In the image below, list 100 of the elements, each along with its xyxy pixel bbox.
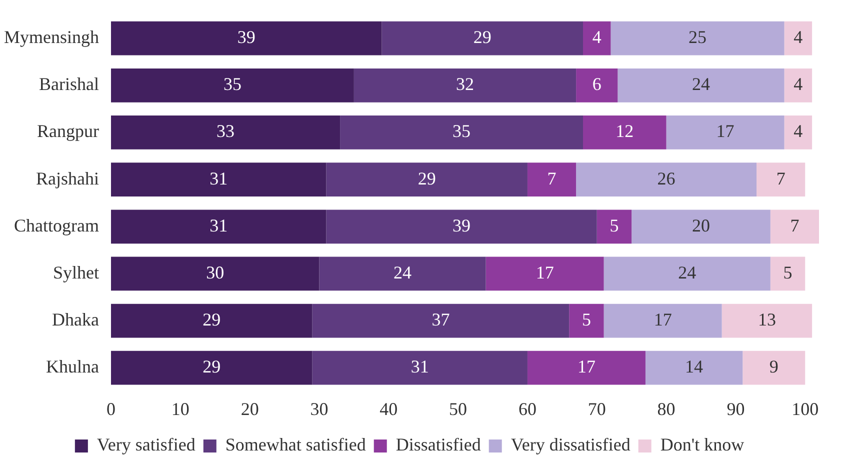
bar: [604, 256, 770, 291]
bar: [312, 304, 570, 338]
bar: [742, 350, 806, 385]
bar: [604, 304, 722, 338]
bar: [111, 210, 326, 244]
bar: [784, 21, 812, 56]
x-tick-label: 90: [726, 398, 745, 419]
data-label: 4: [592, 27, 602, 48]
bar: [610, 21, 784, 56]
x-tick-label: 50: [449, 398, 468, 419]
x-tick-label: 80: [657, 398, 676, 419]
bar: [340, 116, 583, 150]
data-label: 30: [206, 262, 224, 282]
data-label: 6: [592, 74, 602, 94]
y-tick-label: Rangpur: [37, 121, 99, 142]
data-label: 5: [783, 262, 792, 282]
data-label: 12: [616, 121, 634, 142]
bar: [770, 256, 806, 291]
data-label: 24: [692, 74, 710, 94]
data-label: 35: [452, 121, 471, 142]
y-tick-label: Dhaka: [52, 310, 100, 330]
bar: [722, 304, 812, 338]
bar: [583, 116, 666, 150]
x-tick-label: 100: [792, 398, 819, 419]
bar: [111, 21, 382, 56]
data-label: 13: [758, 310, 776, 330]
bar: [618, 68, 784, 102]
bar: [111, 116, 340, 150]
legend-label: Somewhat satisfied: [225, 434, 366, 455]
data-label: 14: [685, 356, 704, 377]
bar: [576, 162, 757, 197]
y-tick-label: Sylhet: [52, 262, 99, 282]
legend-label: Dissatisfied: [396, 434, 481, 455]
data-label: 9: [769, 356, 778, 377]
data-label: 33: [216, 121, 235, 142]
x-tick-label: 20: [240, 398, 259, 419]
x-tick-label: 60: [518, 398, 536, 419]
data-label: 24: [678, 262, 696, 282]
bar: [326, 210, 597, 244]
y-tick-label: Chattogram: [14, 215, 99, 236]
bar: [784, 68, 812, 102]
data-label: 17: [536, 262, 554, 282]
bar: [784, 116, 812, 150]
data-label: 24: [394, 262, 412, 282]
data-label: 4: [794, 27, 803, 48]
x-tick-label: 30: [310, 398, 328, 419]
data-label: 7: [790, 215, 800, 236]
data-label: 25: [688, 27, 707, 48]
bar: [111, 350, 312, 385]
data-label: 5: [610, 215, 619, 236]
data-label: 4: [794, 74, 803, 94]
bar: [486, 256, 604, 291]
bar: [527, 350, 646, 385]
bar: [312, 350, 528, 385]
x-tick-label: 40: [380, 398, 398, 419]
data-label: 32: [456, 74, 474, 94]
data-label: 35: [223, 74, 242, 94]
legend-label: Very dissatisfied: [510, 434, 630, 455]
data-label: 39: [237, 27, 256, 48]
data-label: 20: [692, 215, 710, 236]
data-label: 31: [210, 215, 228, 236]
data-label: 31: [410, 356, 429, 377]
data-label: 29: [202, 310, 221, 330]
bar: [111, 162, 326, 197]
bar: [770, 210, 819, 244]
bar: [576, 68, 618, 102]
data-label: 39: [452, 215, 471, 236]
data-label: 26: [657, 168, 676, 188]
bar: [645, 350, 743, 385]
bar: [583, 21, 611, 56]
bar: [382, 21, 583, 56]
data-label: 17: [716, 121, 734, 142]
bar: [596, 210, 632, 244]
legend-label: Don't know: [660, 434, 744, 455]
bar: [111, 68, 354, 102]
y-tick-label: Rajshahi: [36, 168, 99, 188]
data-label: 29: [202, 356, 221, 377]
bar: [111, 256, 320, 291]
bar: [319, 256, 486, 291]
data-label: 4: [794, 121, 803, 142]
x-tick-label: 70: [588, 398, 606, 419]
y-tick-label: Mymensingh: [4, 27, 99, 48]
bar: [354, 68, 576, 102]
data-label: 31: [210, 168, 228, 188]
data-label: 7: [547, 168, 556, 188]
data-label: 29: [418, 168, 436, 188]
y-tick-label: Barishal: [39, 74, 99, 94]
bar: [666, 116, 784, 150]
data-label: 17: [654, 310, 672, 330]
legend-label: Very satisfied: [96, 434, 196, 455]
data-label: 37: [432, 310, 450, 330]
bar: [756, 162, 806, 197]
bar: [569, 304, 604, 338]
bar: [527, 162, 576, 197]
x-tick-label: 10: [171, 398, 190, 419]
bar: [632, 210, 770, 244]
bar: [111, 304, 312, 338]
x-tick-label: 0: [106, 398, 116, 419]
data-label: 17: [577, 356, 596, 377]
data-label: 29: [473, 27, 492, 48]
